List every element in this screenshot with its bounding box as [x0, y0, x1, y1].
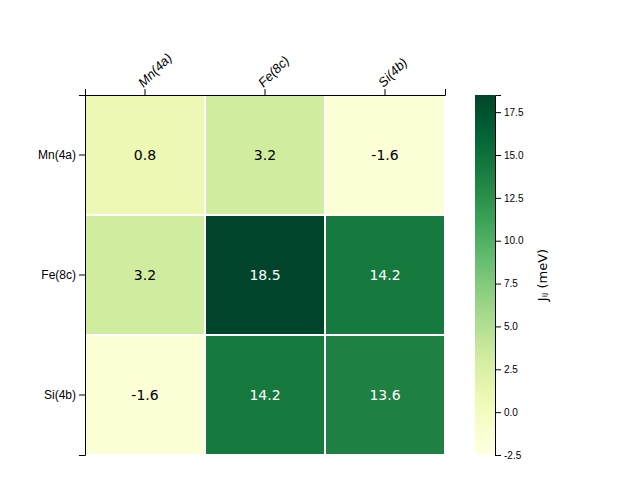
cells	[85, 95, 445, 455]
colorbar-tick-label: 5.0	[504, 321, 518, 332]
colorbar-tick-mark	[495, 369, 501, 370]
colorbar-tick-mark	[495, 326, 501, 327]
colorbar-tick-label: 10.0	[504, 235, 524, 246]
colorbar-tick-mark	[495, 241, 501, 242]
y-tick: Si(4b)	[44, 388, 85, 402]
x-axis: Mn(4a) Fe(8c) Si(4b)	[86, 50, 446, 95]
colorbar: -2.5 0.0 2.5 5.0 7.5 10.0 12.5 15.0 17.5 Jᵢⱼ (meV…	[475, 95, 550, 461]
colorbar-axis-line	[496, 96, 502, 456]
data-label: 3.2	[134, 267, 156, 283]
chart: 0.8 3.2 -1.6 3.2 18.5 14.2 -1.6 14.2 13.6 Mn(4a) F…	[0, 0, 640, 480]
data-label: -1.6	[131, 387, 158, 403]
x-tick-label: Fe(8c)	[255, 53, 292, 90]
y-tick-label: Si(4b)	[44, 388, 76, 402]
cell	[205, 215, 325, 335]
y-tick-label: Mn(4a)	[38, 148, 76, 162]
data-label: 14.2	[249, 387, 280, 403]
data-label: 13.6	[369, 387, 400, 403]
y-tick-mark	[79, 275, 85, 276]
cell	[205, 335, 325, 455]
x-tick-label: Si(4b)	[375, 55, 410, 90]
colorbar-tick-label: -2.5	[504, 450, 522, 461]
colorbar-tick-mark	[495, 198, 501, 199]
colorbar-tick: 7.5	[495, 278, 518, 289]
colorbar-axis: -2.5 0.0 2.5 5.0 7.5 10.0 12.5 15.0 17.5	[495, 96, 524, 461]
colorbar-tick: 2.5	[495, 364, 518, 375]
colorbar-tick: 5.0	[495, 321, 518, 332]
cell	[205, 95, 325, 215]
data-label: -1.6	[371, 147, 398, 163]
y-tick-mark	[79, 155, 85, 156]
x-tick: Fe(8c)	[255, 53, 292, 95]
colorbar-tick-mark	[495, 455, 501, 456]
cell	[325, 215, 445, 335]
plot: 0.8 3.2 -1.6 3.2 18.5 14.2 -1.6 14.2 13.6 Mn(4a) F…	[38, 50, 550, 460]
colorbar-label: Jᵢⱼ (meV)	[535, 249, 550, 302]
colorbar-tick-label: 15.0	[504, 150, 524, 161]
cell	[325, 335, 445, 455]
data-label: 14.2	[369, 267, 400, 283]
colorbar-tick: 15.0	[495, 150, 524, 161]
x-tick-label: Mn(4a)	[135, 50, 175, 90]
data-labels: 0.8 3.2 -1.6 3.2 18.5 14.2 -1.6 14.2 13.6	[131, 147, 400, 403]
colorbar-tick: 0.0	[495, 407, 518, 418]
y-tick-mark	[79, 395, 85, 396]
colorbar-tick: 17.5	[495, 107, 524, 118]
colorbar-tick-mark	[495, 412, 501, 413]
cell	[325, 95, 445, 215]
colorbar-tick-label: 2.5	[504, 364, 518, 375]
colorbar-tick-mark	[495, 112, 501, 113]
colorbar-tick-label: 17.5	[504, 107, 524, 118]
colorbar-tick-label: 7.5	[504, 278, 518, 289]
colorbar-tick-mark	[495, 284, 501, 285]
colorbar-tick-label: 0.0	[504, 407, 518, 418]
x-tick: Si(4b)	[375, 55, 410, 95]
colorbar-tick: 10.0	[495, 235, 524, 246]
y-axis-line	[79, 96, 86, 456]
y-tick: Mn(4a)	[38, 148, 85, 162]
colorbar-tick-label: 12.5	[504, 193, 524, 204]
x-tick: Mn(4a)	[135, 50, 175, 95]
data-label: 0.8	[134, 147, 156, 163]
colorbar-tick: -2.5	[495, 450, 522, 461]
colorbar-gradient	[475, 95, 495, 455]
y-tick: Fe(8c)	[41, 268, 85, 282]
y-tick-label: Fe(8c)	[41, 268, 76, 282]
y-axis: Mn(4a) Fe(8c) Si(4b)	[38, 96, 86, 456]
cell	[85, 95, 205, 215]
colorbar-tick-mark	[495, 155, 501, 156]
data-label: 18.5	[249, 267, 280, 283]
data-label: 3.2	[254, 147, 276, 163]
colorbar-tick: 12.5	[495, 193, 524, 204]
cell	[85, 215, 205, 335]
cell	[85, 335, 205, 455]
